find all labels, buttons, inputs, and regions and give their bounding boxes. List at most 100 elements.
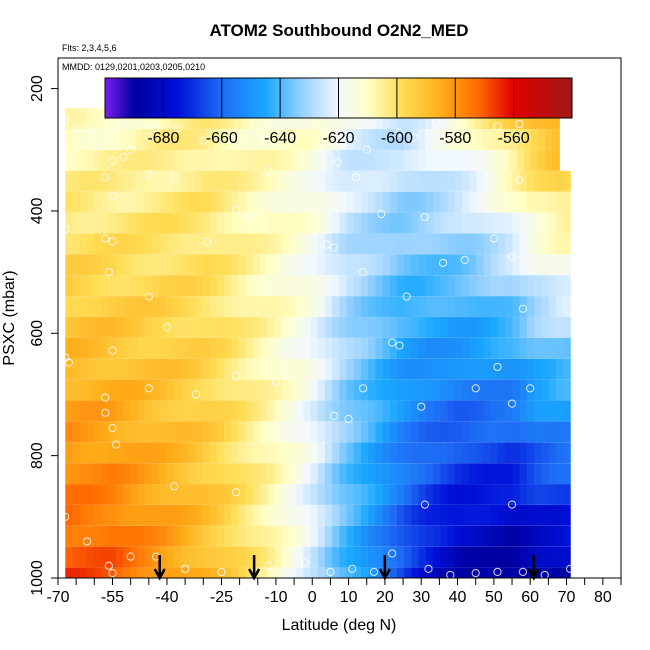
heatmap-cell xyxy=(541,504,550,526)
heatmap-cell xyxy=(262,129,271,150)
heatmap-cell xyxy=(526,484,535,505)
heatmap-cell xyxy=(375,463,384,484)
heatmap-cell xyxy=(187,233,196,255)
heatmap-cell xyxy=(332,296,340,317)
heatmap-cell xyxy=(149,129,158,150)
heatmap-cell xyxy=(94,484,102,505)
heatmap-cell xyxy=(541,358,550,380)
heatmap-cell xyxy=(94,212,102,234)
heatmap-cell xyxy=(324,504,333,526)
heatmap-cell xyxy=(122,442,131,464)
plot-frame xyxy=(57,57,622,579)
data-point xyxy=(471,569,480,578)
heatmap-cell xyxy=(130,212,138,234)
heatmap-cell xyxy=(135,108,144,130)
heatmap-cell xyxy=(433,463,441,484)
heatmap-cell xyxy=(360,170,369,192)
heatmap-cell xyxy=(231,400,239,422)
heatmap-cell xyxy=(231,337,239,359)
heatmap-cell xyxy=(231,379,239,401)
heatmap-cell xyxy=(195,379,203,401)
heatmap-cell xyxy=(483,170,492,192)
heatmap-cell xyxy=(512,567,521,578)
heatmap-cell xyxy=(324,442,333,464)
heatmap-cell xyxy=(166,421,175,443)
heatmap-cell xyxy=(411,129,419,150)
heatmap-cell xyxy=(411,170,420,192)
heatmap-cell xyxy=(231,233,239,255)
heatmap-cell xyxy=(433,212,441,234)
data-point xyxy=(64,358,73,367)
heatmap-cell xyxy=(454,358,463,380)
heatmap-cell xyxy=(206,129,215,150)
heatmap-cell xyxy=(433,525,441,547)
heatmap-cell xyxy=(187,379,196,401)
data-point xyxy=(104,561,113,570)
heatmap-cell xyxy=(339,275,348,297)
heatmap-cell xyxy=(269,129,278,150)
heatmap-cell xyxy=(202,567,211,578)
heatmap-cell xyxy=(519,421,528,443)
heatmap-cell xyxy=(209,442,218,464)
heatmap-cell xyxy=(108,358,117,380)
heatmap-cell xyxy=(159,442,167,464)
heatmap-cell xyxy=(108,567,117,578)
heatmap-cell xyxy=(375,275,384,297)
heatmap-cell xyxy=(128,150,137,171)
heatmap-cell xyxy=(86,463,95,484)
heatmap-cell xyxy=(460,150,469,171)
data-point xyxy=(300,127,310,136)
heatmap-cell xyxy=(260,191,268,213)
heatmap-cell xyxy=(144,463,153,484)
heatmap-cell xyxy=(440,296,449,317)
heatmap-cell xyxy=(534,358,542,380)
heatmap-cell xyxy=(209,254,218,276)
heatmap-cell xyxy=(164,129,172,150)
heatmap-cell xyxy=(490,567,499,578)
data-point xyxy=(144,384,153,393)
heatmap-cell xyxy=(519,442,528,464)
heatmap-cell xyxy=(144,296,153,317)
heatmap-cell xyxy=(490,504,499,526)
data-point xyxy=(82,124,92,133)
heatmap-cell xyxy=(173,504,182,526)
heatmap-cell xyxy=(433,296,441,317)
heatmap-cell xyxy=(454,546,463,568)
heatmap-cell xyxy=(65,296,74,317)
heatmap-cell xyxy=(195,358,203,380)
heatmap-cell xyxy=(144,567,153,578)
heatmap-cell xyxy=(296,400,304,422)
heatmap-cell xyxy=(454,317,463,338)
heatmap-cell xyxy=(72,379,81,401)
heatmap-cell xyxy=(397,379,405,401)
heatmap-cell xyxy=(100,108,109,130)
heatmap-cell xyxy=(397,525,405,547)
heatmap-cell xyxy=(498,525,506,547)
heatmap-cell xyxy=(281,212,290,234)
data-point xyxy=(493,567,502,576)
y-tick-label: 800 xyxy=(29,442,46,469)
heatmap-cell xyxy=(281,191,290,213)
heatmap-cell xyxy=(166,191,175,213)
heatmap-cell xyxy=(534,400,542,422)
heatmap-cell xyxy=(101,379,110,401)
heatmap-cell xyxy=(476,275,485,297)
heatmap-cell xyxy=(72,129,80,150)
x-tick-label: 0 xyxy=(308,589,317,606)
heatmap-cell xyxy=(490,442,499,464)
heatmap-cell xyxy=(159,421,167,443)
heatmap-cell xyxy=(65,275,74,297)
heatmap-cell xyxy=(94,379,102,401)
heatmap-cell xyxy=(159,337,167,359)
heatmap-cell xyxy=(260,254,268,276)
heatmap-cell xyxy=(509,150,518,171)
heatmap-cell xyxy=(483,379,492,401)
heatmap-cell xyxy=(115,504,124,526)
heatmap-cell xyxy=(296,212,304,234)
data-point xyxy=(566,564,575,573)
heatmap-cell xyxy=(209,546,218,568)
heatmap-cell xyxy=(375,546,384,568)
heatmap-cell xyxy=(481,108,490,130)
heatmap-cell xyxy=(562,567,571,578)
heatmap-cell xyxy=(505,317,514,338)
